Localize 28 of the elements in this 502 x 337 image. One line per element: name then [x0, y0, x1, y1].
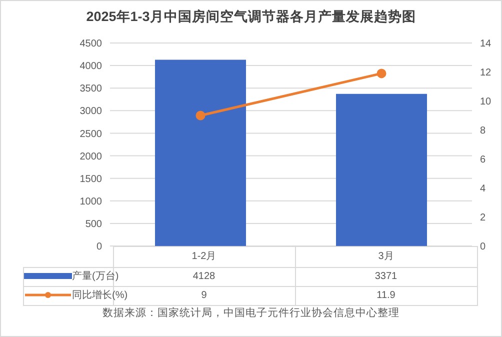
y-tick-label: 4000 — [80, 61, 102, 72]
x-tick-label: 1-2月 — [113, 246, 295, 267]
data-label: 3371 — [295, 267, 477, 286]
y2-tick-label: 2 — [480, 212, 486, 224]
y-tick-label: 1000 — [80, 196, 102, 208]
legend-label: 产量(万台) — [72, 270, 119, 282]
y2-tick-label: 8 — [480, 126, 486, 137]
y2-tick-label: 4 — [480, 184, 486, 195]
y2-tick-label: 10 — [480, 96, 492, 108]
y-tick-label: 1500 — [80, 174, 102, 185]
y2-tick-label: 6 — [480, 154, 486, 166]
source-note: 数据来源：国家统计局，中国电子元件行业协会信息中心整理 — [102, 306, 400, 320]
y-tick-label: 3500 — [80, 84, 102, 95]
data-label: 11.9 — [295, 286, 477, 305]
y-tick-label: 4500 — [80, 38, 102, 50]
y-tick-label: 0 — [96, 242, 102, 253]
y-tick-label: 500 — [85, 218, 102, 230]
y-tick-label: 2000 — [80, 151, 102, 162]
legend-label: 同比增长(%) — [72, 290, 128, 300]
y-tick-label: 3000 — [80, 106, 102, 118]
y2-tick-label: 12 — [480, 68, 492, 79]
data-label: 4128 — [192, 270, 216, 282]
y-tick-label: 2500 — [80, 128, 102, 140]
x-tick-label: 3月 — [295, 246, 477, 267]
y2-tick-label: 0 — [480, 242, 486, 253]
data-label: 9 — [201, 290, 207, 300]
chart-title: 2025年1-3月中国房间空气调节器各月产量发展趋势图 — [85, 8, 417, 26]
y2-tick-label: 14 — [480, 38, 492, 50]
